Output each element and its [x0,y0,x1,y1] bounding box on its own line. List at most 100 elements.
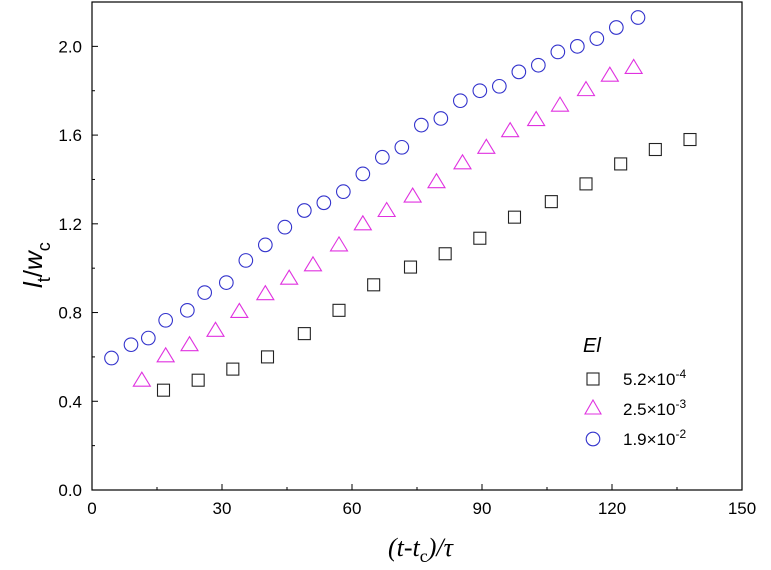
data-point-circle [355,166,371,182]
data-point-square [191,373,205,387]
data-point-triangle [255,284,275,301]
data-point-square [614,157,628,171]
x-tick-label: 60 [343,499,362,518]
data-point-triangle [132,371,152,387]
x-axis: 0 30 60 90 120 150 [87,484,756,518]
x-tick-label: 30 [213,499,232,518]
data-point-circle [569,39,585,54]
data-point-circle [550,44,566,60]
data-point-circle [257,237,273,253]
data-point-square [226,362,240,376]
legend-marker-triangle [584,398,602,415]
x-tick-label: 120 [598,499,626,518]
data-point-square [507,210,522,224]
data-point-square [579,177,593,191]
y-axis-title-l: l [18,281,48,288]
data-point-triangle [453,153,472,170]
data-point-circle [179,302,195,318]
data-point-triangle [600,66,620,82]
data-point-triangle [206,321,225,337]
data-point-square [332,303,346,317]
y-tick-label: 1.6 [58,126,82,145]
data-point-triangle [624,58,644,74]
data-point-square [544,195,558,209]
data-point-square [156,383,171,397]
data-point-triangle [576,80,596,97]
series-square [156,132,697,397]
legend-label-2-exp: -3 [675,397,686,411]
data-point-triangle [476,138,496,154]
legend-label-2-base: 2.5×10 [623,400,675,419]
y-tick-label: 0.4 [58,392,82,411]
y-tick-label: 0.8 [58,304,82,323]
data-point-square [473,231,487,245]
data-point-triangle [180,335,199,352]
x-tick-label: 150 [728,499,756,518]
x-axis-title: (t-tc)/τ [388,533,455,566]
legend-label-3-base: 1.9×10 [623,430,675,449]
x-tick-label: 0 [87,499,96,518]
data-point-square [367,278,381,292]
y-axis-title-w: w [18,249,48,270]
data-point-triangle [229,302,249,318]
data-point-circle [433,111,449,126]
data-point-square [648,142,662,157]
y-tick-label: 0.0 [58,481,82,500]
data-point-triangle [526,110,546,127]
y-axis-title-l-sub: t [34,277,54,282]
data-point-square [297,327,311,341]
y-axis: 0.0 0.4 0.8 1.2 1.6 2.0 [58,1,98,500]
data-point-triangle [353,214,373,231]
data-point-circle [140,330,156,346]
y-tick-label: 1.2 [58,215,82,234]
data-point-circle [394,139,410,155]
legend-label-1-base: 5.2×10 [623,370,675,389]
data-point-triangle [279,269,299,285]
data-series-layer [104,10,697,397]
data-point-circle [104,350,119,366]
data-point-square [403,260,418,274]
legend-title: El [583,335,601,357]
data-point-circle [413,117,429,133]
legend-label-1: 5.2×10-4 [623,367,686,389]
data-point-circle [277,219,293,235]
data-point-triangle [550,96,570,112]
data-point-square [438,247,452,261]
data-point-circle [374,149,390,165]
data-point-circle [296,203,312,218]
data-point-circle [630,10,646,25]
data-point-circle [158,312,174,328]
legend-marker-square [586,372,600,386]
data-point-circle [238,253,254,268]
legend-label-1-exp: -4 [675,367,686,381]
data-point-triangle [377,201,397,218]
legend-label-3: 1.9×10-2 [623,427,686,449]
series-circle [104,10,646,366]
data-point-triangle [329,235,349,252]
data-point-triangle [403,187,423,203]
data-point-circle [511,64,527,80]
data-point-triangle [427,172,446,189]
data-point-circle [452,93,468,109]
y-tick-label: 2.0 [58,37,82,56]
data-point-circle [335,184,351,200]
x-tick-label: 90 [473,499,492,518]
y-axis-title-w-sub: c [34,242,54,251]
data-point-circle [123,337,139,353]
y-axis-title: lt/wc [18,242,54,288]
series-triangle [132,58,644,387]
data-point-triangle [156,346,176,363]
data-point-triangle [303,255,323,272]
x-axis-title-main: (t-t [388,533,421,562]
data-point-square [683,132,697,147]
data-point-circle [491,78,507,94]
data-point-circle [589,31,605,46]
data-point-triangle [500,121,520,138]
data-point-circle [608,20,624,35]
legend-marker-circle [585,431,601,447]
legend-label-2: 2.5×10-3 [623,397,686,419]
x-axis-title-tail: )/τ [426,533,455,562]
data-point-circle [472,83,488,99]
data-point-circle [218,275,234,290]
